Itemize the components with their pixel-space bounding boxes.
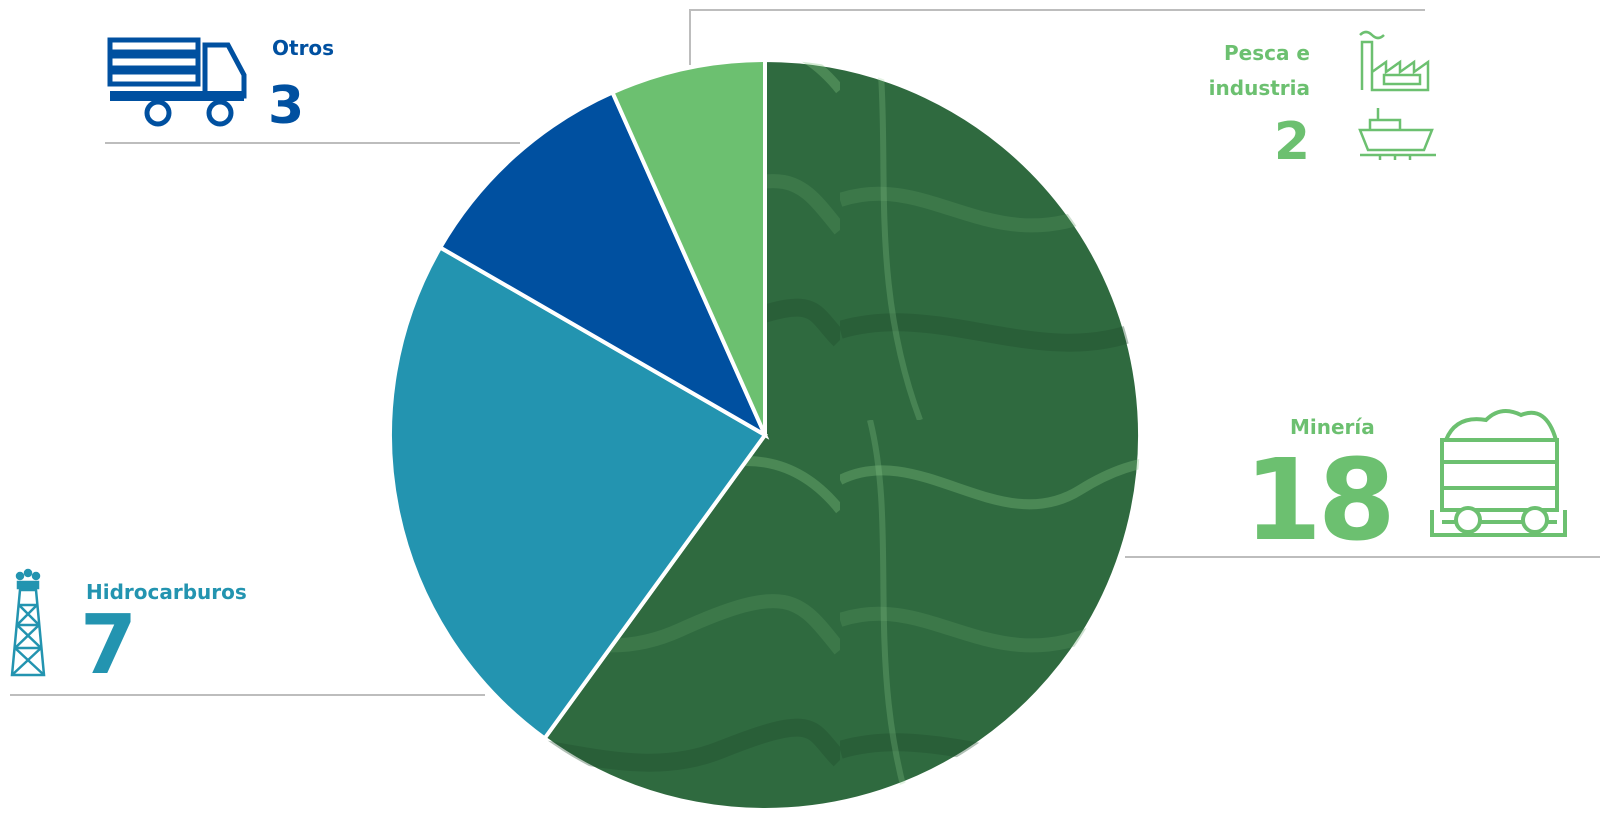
oil-icon <box>10 568 46 677</box>
slice-label: Otros <box>272 36 335 60</box>
leader-line <box>689 9 1425 65</box>
slice-texture <box>544 60 1140 811</box>
pie <box>388 57 1142 812</box>
slice-value: 18 <box>1244 436 1396 566</box>
slice-value: 7 <box>80 598 138 693</box>
slice-value: 3 <box>268 76 305 136</box>
slice <box>609 57 767 436</box>
truck-icon <box>107 37 247 127</box>
slice <box>437 89 770 440</box>
industry-icon <box>1358 30 1436 160</box>
slice-label: Minería <box>1290 415 1375 439</box>
slice-label: Hidrocarburos <box>86 580 247 604</box>
slice <box>388 244 768 742</box>
slice-label: Pesca e industria <box>1208 41 1310 100</box>
mining-icon <box>1430 409 1567 537</box>
slice-value: 2 <box>1273 112 1310 172</box>
